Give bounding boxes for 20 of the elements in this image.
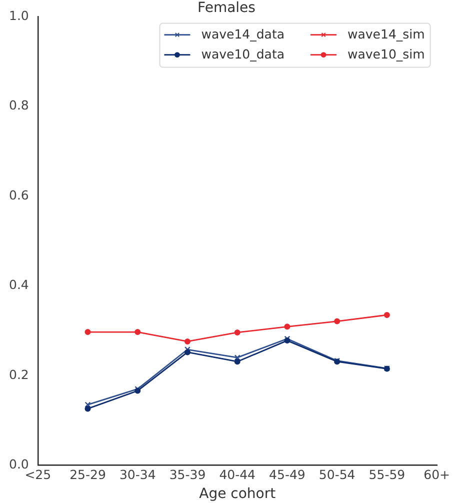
x-tick-label: 30-34 — [119, 466, 156, 482]
x-tick-label: 35-39 — [169, 466, 206, 482]
chart-title: Females — [198, 0, 256, 16]
x-tick-label: 50-54 — [318, 466, 356, 482]
legend-label: wave14_data — [201, 26, 285, 42]
y-tick-label: 0.0 — [8, 456, 29, 472]
y-tick-label: 0.6 — [8, 187, 29, 202]
y-tick-label: 0.8 — [8, 98, 29, 113]
x-tick-label: 25-29 — [70, 466, 106, 482]
x-tick-label: 45-49 — [269, 466, 306, 482]
x-tick-label: 55-59 — [368, 466, 406, 482]
y-tick-label: 1.0 — [8, 8, 29, 24]
legend-label: wave14_sim — [348, 26, 425, 42]
x-axis-title: Age cohort — [199, 486, 276, 502]
legend-label: wave10_data — [201, 46, 285, 62]
legend-label: wave10_sim — [348, 46, 425, 62]
y-tick-label: 0.4 — [8, 277, 29, 292]
x-tick-label: 60+ — [424, 466, 450, 482]
x-tick-label: 40-44 — [219, 466, 256, 482]
y-tick-label: 0.2 — [8, 366, 29, 382]
